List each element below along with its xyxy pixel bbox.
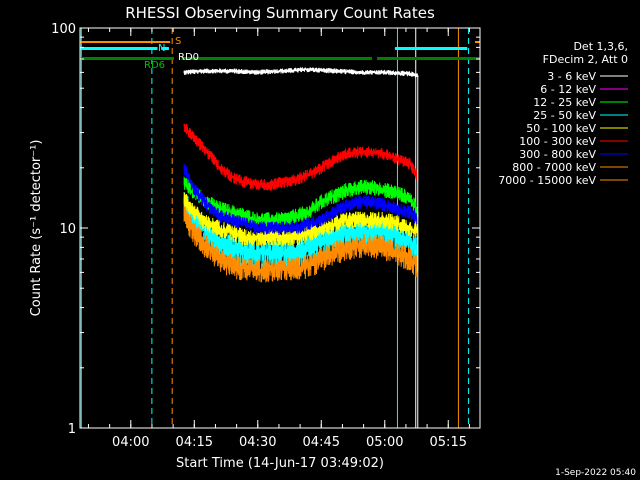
y-tick-label: 1 [68,422,76,437]
legend-label-50-100-kevkev: 50 - 100 keV [526,122,596,135]
series-line-300-800-kevkev [183,163,419,236]
legend-header-line-2: FDecim 2, Att 0 [543,53,628,66]
series-line-12-25-kevkev [183,176,419,228]
flag-label-rd6: RD6 [144,60,165,71]
legend-label-6-12-kevkev: 6 - 12 keV [540,83,596,96]
series-line-3-6-kevkev [183,67,419,78]
axes: 04:00 04:15 04:30 04:45 05:00 05:15 1 10 100 [51,22,480,450]
x-tick-label: 04:15 [176,435,213,450]
series-line-50-100-kevkev [183,192,419,247]
flag-label-rd0: RD0 [178,52,199,63]
footer-timestamp: 1-Sep-2022 05:40 [555,468,636,478]
x-tick-label: 04:30 [239,435,276,450]
chart-title: RHESSI Observing Summary Count Rates [125,4,435,22]
flag-label-s: S [175,36,181,47]
x-axis-label: Start Time (14-Jun-17 03:49:02) [176,456,384,471]
x-tick-label: 05:15 [430,435,467,450]
flag-label-n: N [158,43,165,54]
legend-label-300-800-kevkev: 300 - 800 keV [519,148,596,161]
legend-label-12-25-kevkev: 12 - 25 keV [533,96,596,109]
y-tick-label: 10 [59,222,76,237]
x-tick-label: 05:00 [366,435,403,450]
plot-area: SN RD0 RD6 [80,28,480,428]
y-axis-label: Count Rate (s⁻¹ detector⁻¹) [29,140,44,317]
legend-label-800-7000-kevkev: 800 - 7000 keV [512,161,596,174]
legend-label-100-300-kevkev: 100 - 300 keV [519,135,596,148]
legend-header-line-1: Det 1,3,6, [573,40,628,53]
series-line-800-7000-kevkev [183,206,419,283]
x-tick-label: 04:45 [303,435,340,450]
y-tick-label: 100 [51,22,76,37]
legend-label-7000-15000-kevkev: 7000 - 15000 keV [498,174,596,187]
legend-label-25-50-kevkev: 25 - 50 keV [533,109,596,122]
series-line-100-300-kevkev [183,123,419,191]
x-tick-label: 04:00 [112,435,149,450]
legend-label-3-6-kevkev: 3 - 6 keV [547,70,596,83]
